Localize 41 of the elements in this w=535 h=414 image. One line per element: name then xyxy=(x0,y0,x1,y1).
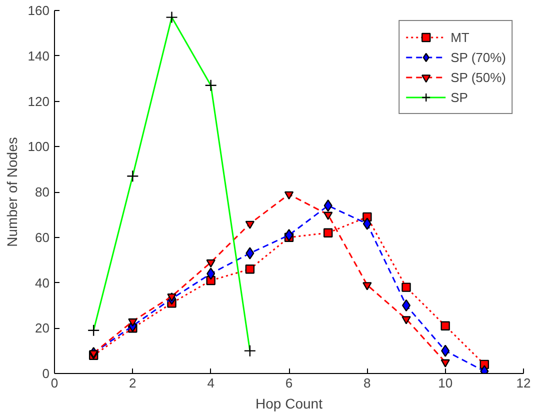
point xyxy=(362,218,372,230)
y-tick-label: 20 xyxy=(35,320,50,336)
x-tick-label: 12 xyxy=(516,376,531,390)
point xyxy=(245,220,255,229)
x-axis-title: Hop Count xyxy=(256,396,323,412)
point xyxy=(402,299,411,312)
point xyxy=(128,318,138,327)
point xyxy=(206,268,216,280)
x-tick-label: 6 xyxy=(285,376,293,390)
legend-label: SP xyxy=(450,90,469,104)
x-tick-label: 4 xyxy=(207,376,214,390)
legend-label: MT xyxy=(450,30,470,44)
point xyxy=(323,228,333,238)
point xyxy=(440,321,450,330)
point xyxy=(324,200,332,212)
x-tick-label: 10 xyxy=(438,376,453,390)
y-tick-label: 80 xyxy=(35,184,50,200)
point xyxy=(246,247,254,260)
point xyxy=(167,293,176,302)
y-axis-title: Number of Nodes xyxy=(4,137,20,247)
y-tick-label: 40 xyxy=(35,275,50,290)
point xyxy=(362,282,372,290)
y-tick-label: 100 xyxy=(28,139,50,154)
y-tick-label: 0 xyxy=(42,366,50,381)
point xyxy=(323,212,333,220)
point xyxy=(245,264,255,274)
y-tick-label: 120 xyxy=(28,94,50,109)
x-tick-label: 8 xyxy=(364,376,371,390)
point xyxy=(284,191,294,200)
point xyxy=(284,229,294,242)
y-tick-label: 140 xyxy=(28,48,50,64)
point xyxy=(402,316,411,324)
y-tick-label: 60 xyxy=(35,230,50,245)
point xyxy=(206,259,216,268)
legend-label: SP (70%) xyxy=(450,50,506,64)
point xyxy=(402,282,411,292)
point xyxy=(441,344,450,357)
x-tick-label: 2 xyxy=(129,376,136,390)
point xyxy=(440,359,450,368)
legend-label: SP (50%) xyxy=(450,70,506,84)
y-tick-label: 160 xyxy=(28,3,50,18)
